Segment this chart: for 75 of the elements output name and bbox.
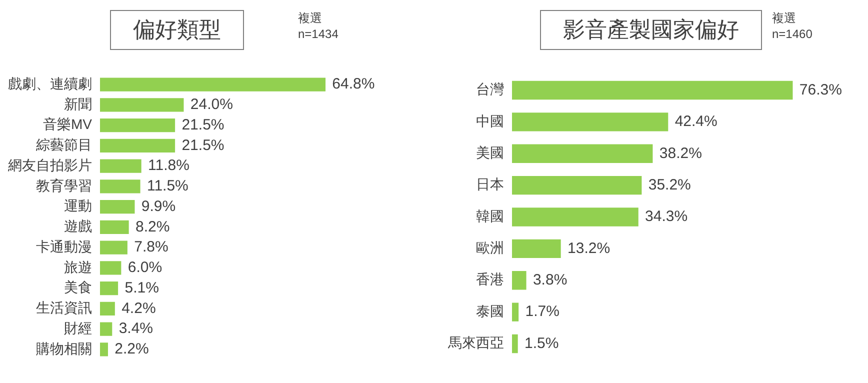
data-label: 4.2% (122, 300, 156, 317)
bar (512, 112, 668, 132)
bar (100, 98, 184, 112)
data-label: 34.3% (645, 208, 688, 226)
bar (100, 78, 326, 92)
data-label: 42.4% (674, 113, 718, 130)
bar (100, 322, 112, 336)
bar (512, 80, 793, 100)
bar (100, 180, 140, 194)
data-label: 5.1% (124, 279, 159, 296)
y-tick-label: 財經 (64, 320, 92, 336)
chart-title: 影音產製國家偏好 (540, 10, 762, 50)
data-label: 64.8% (332, 76, 375, 93)
y-tick-label: 泰國 (476, 302, 504, 319)
bar (512, 302, 519, 322)
y-tick-label: 網友自拍影片 (7, 156, 92, 173)
data-label: 35.2% (648, 176, 691, 194)
data-label: 6.0% (128, 259, 162, 276)
y-tick-label: 運動 (64, 198, 92, 214)
data-label: 38.2% (659, 144, 702, 162)
bar (100, 261, 122, 275)
bar (512, 271, 526, 290)
y-tick-label: 韓國 (476, 208, 504, 224)
y-tick-label: 香港 (476, 271, 504, 288)
y-tick-label: 戲劇、連續劇 (8, 75, 92, 92)
y-tick-label: 綜藝節目 (35, 136, 92, 153)
data-label: 3.8% (532, 272, 568, 289)
y-tick-label: 美食 (64, 279, 92, 296)
y-tick-label: 教育學習 (36, 177, 92, 194)
data-label: 2.2% (114, 340, 149, 358)
y-tick-label: 日本 (476, 176, 504, 192)
data-label: 76.3% (799, 81, 842, 98)
data-label: 7.8% (134, 238, 168, 256)
bar (512, 334, 518, 354)
data-label: 11.8% (148, 157, 190, 174)
y-tick-label: 購物相關 (36, 340, 92, 356)
data-label: 1.7% (525, 303, 560, 320)
data-label: 9.9% (141, 198, 176, 215)
bar (512, 239, 561, 258)
bar (100, 138, 176, 153)
data-label: 1.5% (524, 334, 559, 352)
bar (512, 176, 642, 195)
y-tick-label: 遊戲 (64, 218, 92, 234)
data-label: 24.0% (190, 96, 233, 114)
bar (100, 342, 108, 356)
data-label: 3.4% (118, 320, 154, 338)
bar (100, 240, 128, 254)
data-label: 11.5% (146, 178, 188, 195)
y-tick-label: 台灣 (476, 81, 504, 98)
data-label: 8.2% (135, 218, 170, 236)
text: n=1434 (298, 26, 338, 42)
text: n=1460 (772, 26, 812, 42)
bar (100, 220, 129, 234)
chart-title: 偏好類型 (110, 10, 244, 50)
data-label: 21.5% (182, 136, 224, 154)
text: 複選 (772, 10, 797, 26)
text: 複選 (298, 10, 323, 26)
bar (100, 200, 135, 214)
data-label: 13.2% (568, 240, 610, 257)
bar (100, 281, 118, 296)
data-label: 21.5% (182, 116, 224, 134)
y-tick-label: 歐洲 (476, 240, 504, 256)
y-tick-label: 新聞 (64, 96, 92, 112)
bar (100, 302, 115, 316)
y-tick-label: 馬來西亞 (447, 334, 504, 351)
bar (512, 208, 638, 226)
bar (100, 118, 176, 132)
y-tick-label: 美國 (476, 144, 504, 160)
y-tick-label: 旅遊 (64, 258, 92, 275)
y-tick-label: 卡通動漫 (36, 238, 92, 254)
y-tick-label: 中國 (476, 112, 504, 129)
bar (100, 159, 142, 173)
y-tick-label: 音樂MV (43, 116, 93, 132)
y-tick-label: 生活資訊 (36, 300, 92, 316)
bar (512, 144, 653, 163)
